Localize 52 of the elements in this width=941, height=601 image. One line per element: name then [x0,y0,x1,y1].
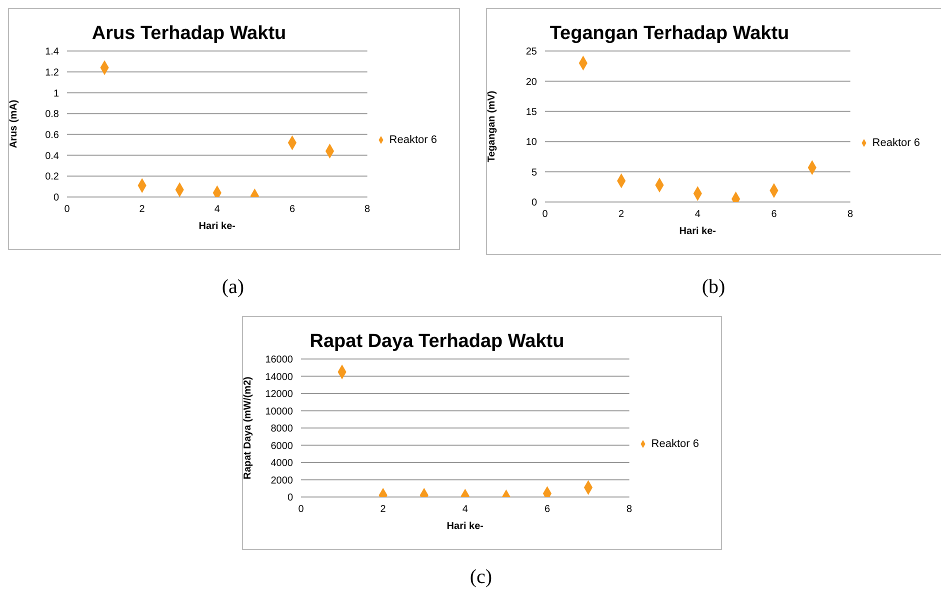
x-tick-label: 2 [139,204,146,216]
y-tick-label: 10 [526,137,538,148]
x-tick-label: 2 [618,209,625,220]
y-tick-label: 2000 [270,475,294,486]
legend-label: Reaktor 6 [651,438,699,450]
y-axis-title: Rapat Daya (mW/(m2) [242,376,254,480]
x-tick-label: 6 [289,204,296,216]
y-tick-label: 16000 [265,354,294,366]
y-tick-label: 10000 [265,406,294,418]
y-tick-label: 1 [53,88,60,100]
y-tick-label: 14000 [265,372,294,383]
y-tick-label: 20 [526,76,538,88]
y-tick-label: 0.4 [45,150,60,162]
y-tick-label: 5 [531,167,538,178]
y-tick-label: 12000 [265,389,294,400]
x-tick-label: 8 [848,209,854,220]
x-tick-label: 4 [214,204,220,216]
x-tick-label: 0 [542,209,548,220]
chart-title: Arus Terhadap Waktu [90,23,288,45]
x-tick-label: 6 [771,209,778,220]
x-tick-label: 8 [626,504,633,516]
x-axis-title: Hari ke- [198,221,236,232]
x-axis-title: Hari ke- [446,521,484,532]
y-tick-label: 0 [287,492,294,504]
y-tick-label: 0 [53,192,60,204]
x-tick-label: 4 [694,209,701,220]
y-tick-label: 25 [526,46,538,58]
x-axis-title: Hari ke- [679,226,716,237]
legend-label: Reaktor 6 [872,136,920,148]
x-tick-label: 0 [64,204,70,216]
y-tick-label: 1.2 [45,67,60,78]
chart-title: Rapat Daya Terhadap Waktu [308,331,566,353]
y-axis-title: Arus (mA) [8,100,20,148]
y-tick-label: 1.4 [45,46,60,58]
x-tick-label: 4 [462,504,468,516]
x-tick-label: 8 [364,204,371,216]
chart-title: Tegangan Terhadap Waktu [548,23,790,45]
y-tick-label: 15 [526,106,538,118]
text: (b) [700,276,726,299]
x-tick-label: 6 [544,504,550,516]
y-tick-label: 0.8 [45,109,60,120]
y-axis-title: Tegangan (mV) [486,90,498,162]
y-tick-label: 4000 [270,458,294,470]
text: (c) [468,566,494,589]
legend-label: Reaktor 6 [389,134,437,146]
text: (a) [220,276,246,299]
x-tick-label: 0 [298,504,304,516]
y-tick-label: 0.6 [45,130,60,141]
y-tick-label: 0.2 [45,172,60,183]
x-tick-label: 2 [380,504,386,516]
y-tick-label: 8000 [270,424,294,435]
y-tick-label: 6000 [270,440,294,452]
